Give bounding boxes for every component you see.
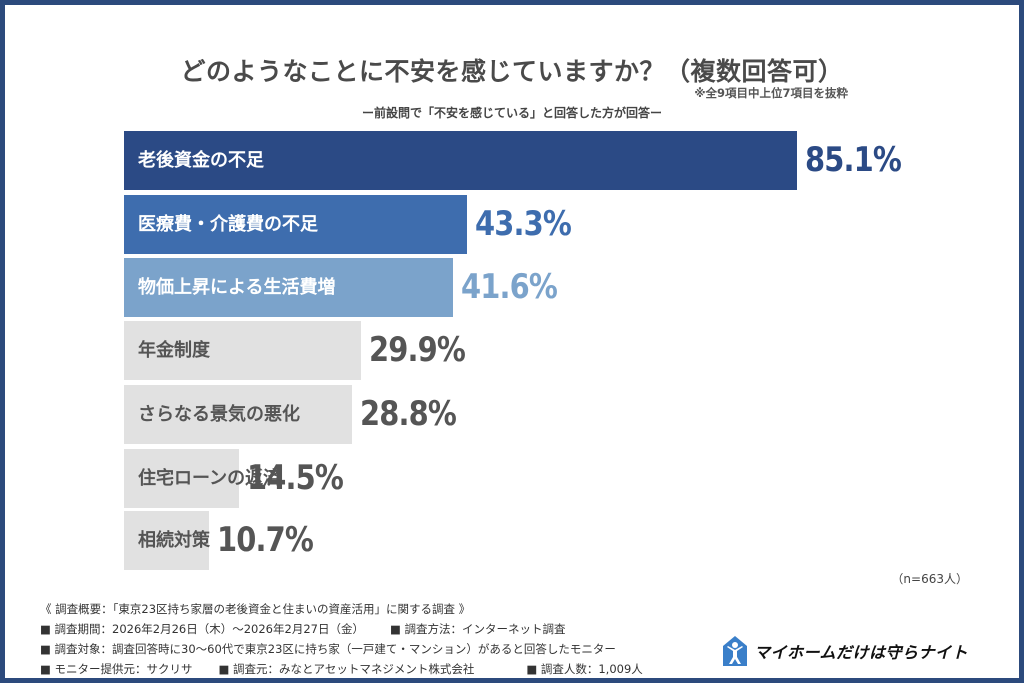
- category-label: 物価上昇による生活費増: [138, 277, 336, 298]
- survey-organizer: ■ 調査元：みなとアセットマネジメント株式会社: [218, 662, 475, 676]
- chart-title: どのようなことに不安を感じていますか？（複数回答可）: [180, 57, 844, 86]
- bar: [124, 511, 209, 570]
- bar: [124, 131, 798, 190]
- value-label: 14.5%: [246, 458, 344, 498]
- logo-text: マイホームだけは守らナイト: [754, 643, 969, 662]
- value-label: 85.1%: [805, 140, 902, 180]
- value-label: 41.6%: [461, 267, 558, 307]
- survey-method: ■ 調査方法：インターネット調査: [389, 622, 566, 636]
- survey-title: 《 調査概要：「東京23区持ち家層の老後資金と住まいの資産活用」に関する調査 》: [40, 602, 471, 616]
- sample-size: （n=663人）: [891, 572, 968, 586]
- survey-target: ■ 調査対象：調査回答時に30～60代で東京23区に持ち家（一戸建て・マンション…: [40, 642, 616, 656]
- chart-subtitle: ー前設問で「不安を感じている」と回答した方が回答ー: [361, 106, 662, 120]
- category-label: 住宅ローンの返済: [138, 468, 282, 489]
- bar: [124, 195, 467, 254]
- bar: [124, 385, 352, 444]
- bar: [124, 258, 454, 317]
- logo: マイホームだけは守らナイト: [722, 635, 968, 667]
- category-label: 医療費・介護費の不足: [138, 214, 318, 235]
- survey-period: ■ 調査期間：2026年2月26日（木）～2026年2月27日（金）: [40, 622, 364, 636]
- value-label: 43.3%: [474, 204, 572, 244]
- survey-provider: ■ モニター提供元：サクリサ: [40, 662, 193, 676]
- survey-count: ■ 調査人数：1,009人: [526, 662, 643, 676]
- bar: [124, 321, 361, 380]
- value-label: 10.7%: [216, 520, 314, 560]
- value-label: 29.9%: [368, 330, 466, 370]
- survey-footer: 《 調査概要：「東京23区持ち家層の老後資金と住まいの資産活用」に関する調査 》…: [40, 599, 643, 679]
- category-label: 相続対策: [138, 530, 210, 551]
- category-label: さらなる景気の悪化: [138, 404, 300, 425]
- chart-note: ※全9項目中上位7項目を抜粋: [694, 86, 848, 100]
- value-label: 28.8%: [359, 394, 457, 434]
- bar: [124, 449, 239, 508]
- category-label: 老後資金の不足: [138, 150, 264, 171]
- category-label: 年金制度: [138, 340, 210, 361]
- house-person-icon: [723, 636, 747, 666]
